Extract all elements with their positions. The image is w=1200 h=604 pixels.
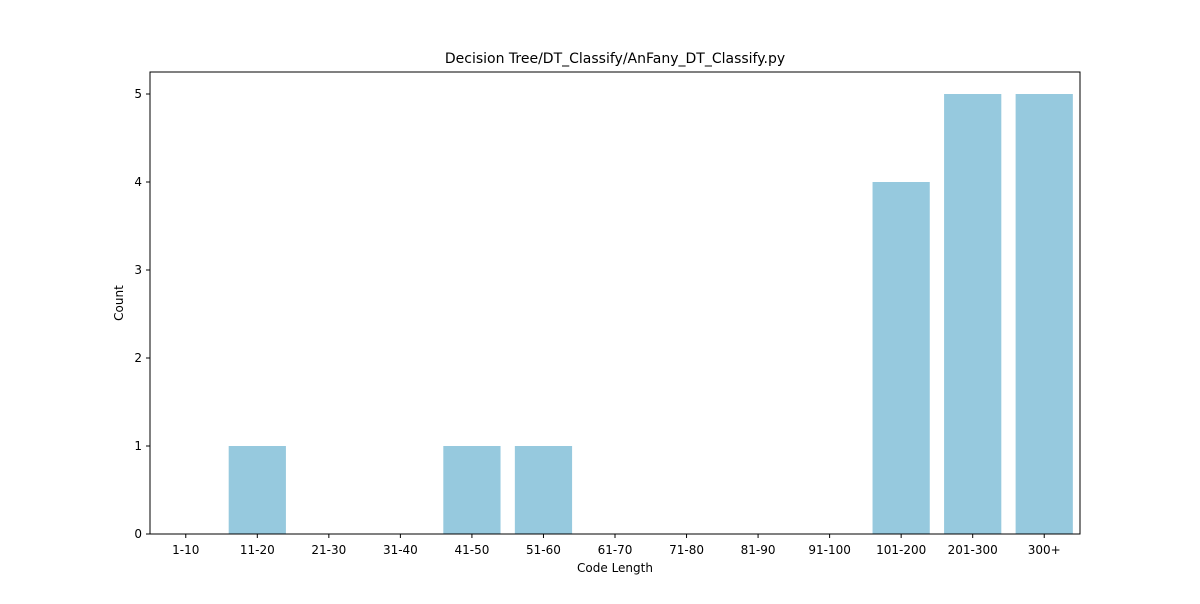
bar-201-300 xyxy=(944,94,1002,534)
x-tick-label: 11-20 xyxy=(240,543,275,557)
x-tick-label: 1-10 xyxy=(172,543,199,557)
bar-11-20 xyxy=(228,446,286,534)
x-tick-label: 61-70 xyxy=(598,543,633,557)
x-tick-label: 201-300 xyxy=(948,543,998,557)
x-tick-label: 71-80 xyxy=(669,543,704,557)
bar-300+ xyxy=(1015,94,1073,534)
ticks-layer: 1-10 11-20 21-30 31-40 41-50 51-60 61-70 71-80 8… xyxy=(134,87,1060,557)
bar-51-60 xyxy=(514,446,573,534)
y-tick-label: 2 xyxy=(134,351,142,365)
y-tick-label: 3 xyxy=(134,263,142,277)
y-tick-label: 0 xyxy=(134,527,142,541)
x-tick-label: 101-200 xyxy=(876,543,926,557)
x-tick-label: 31-40 xyxy=(383,543,418,557)
chart-title: Decision Tree/DT_Classify/AnFany_DT_Clas… xyxy=(445,51,785,67)
bars-layer xyxy=(228,94,1073,534)
y-tick-label: 1 xyxy=(134,439,142,453)
x-tick-label: 21-30 xyxy=(311,543,346,557)
x-tick-label: 41-50 xyxy=(454,543,489,557)
x-tick-label: 91-100 xyxy=(808,543,851,557)
x-axis-label: Code Length xyxy=(577,561,653,575)
bar-101-200 xyxy=(872,182,930,534)
x-tick-label: 81-90 xyxy=(741,543,776,557)
x-tick-label: 300+ xyxy=(1028,543,1061,557)
y-tick-label: 5 xyxy=(134,87,142,101)
y-axis-label: Count xyxy=(112,285,126,321)
y-tick-label: 4 xyxy=(134,175,142,189)
bar-41-50 xyxy=(443,446,501,534)
x-tick-label: 51-60 xyxy=(526,543,561,557)
plot-frame xyxy=(149,71,1081,535)
